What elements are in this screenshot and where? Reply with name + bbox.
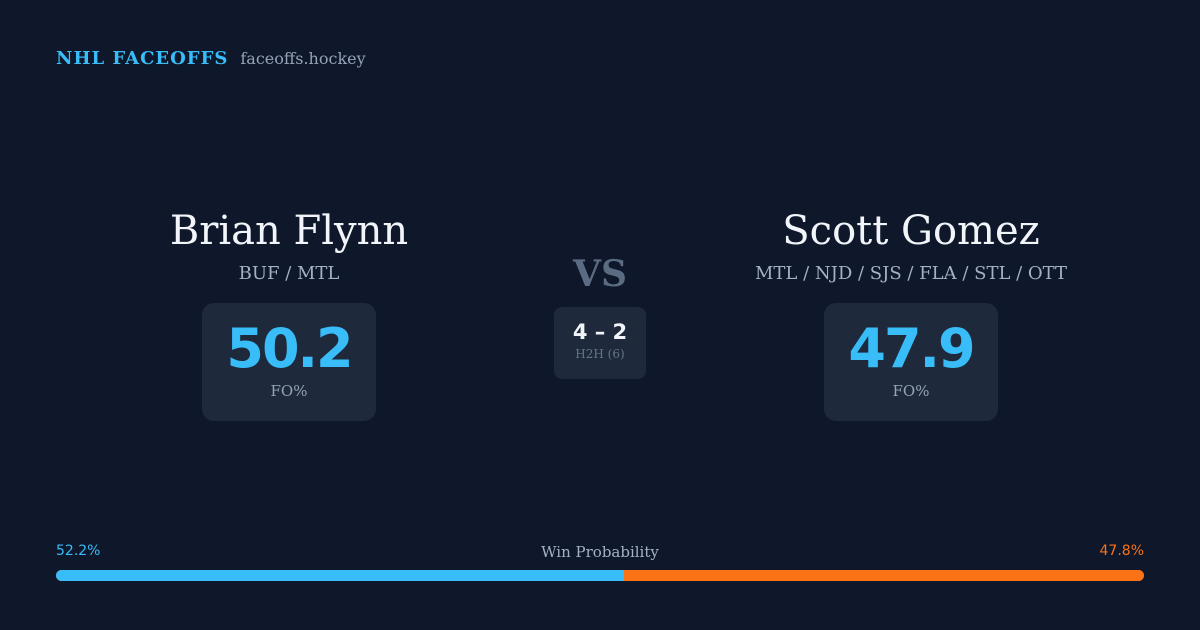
head-to-head-label: H2H (6) bbox=[575, 347, 625, 361]
faceoff-label: FO% bbox=[892, 382, 930, 400]
faceoff-stat-card: 47.9 FO% bbox=[824, 303, 998, 421]
player-left: Brian Flynn BUF / MTL 50.2 FO% bbox=[49, 205, 529, 421]
faceoff-percentage: 50.2 bbox=[226, 317, 353, 380]
head-to-head-card: 4 – 2 H2H (6) bbox=[554, 307, 646, 379]
brand-name: NHL FACEOFFS bbox=[56, 48, 229, 69]
head-to-head-score: 4 – 2 bbox=[572, 320, 628, 344]
player-right: Scott Gomez MTL / NJD / SJS / FLA / STL … bbox=[671, 205, 1151, 421]
versus-label: VS bbox=[573, 253, 627, 295]
brand: NHL FACEOFFS faceoffs.hockey bbox=[56, 48, 366, 69]
faceoff-stat-card: 50.2 FO% bbox=[202, 303, 376, 421]
win-probability-labels: 52.2% Win Probability 47.8% bbox=[56, 543, 1144, 563]
player-name: Brian Flynn bbox=[169, 208, 409, 254]
player-teams: BUF / MTL bbox=[238, 263, 340, 284]
win-probability-title: Win Probability bbox=[541, 543, 659, 561]
player-name: Scott Gomez bbox=[782, 208, 1040, 254]
win-probability-right: 47.8% bbox=[1099, 543, 1144, 559]
win-probability-bar-left bbox=[56, 570, 624, 581]
win-probability-left: 52.2% bbox=[56, 543, 101, 559]
player-teams: MTL / NJD / SJS / FLA / STL / OTT bbox=[754, 263, 1068, 284]
win-probability-bar bbox=[56, 570, 1144, 581]
faceoff-label: FO% bbox=[270, 382, 308, 400]
win-probability-bar-right bbox=[623, 570, 1144, 581]
brand-url: faceoffs.hockey bbox=[240, 49, 366, 68]
faceoff-percentage: 47.9 bbox=[848, 317, 975, 380]
